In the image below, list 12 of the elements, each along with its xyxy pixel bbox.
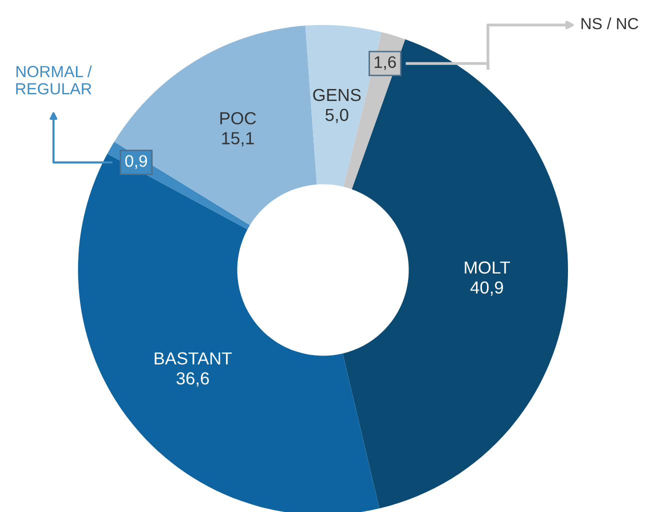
slice-label: POC — [220, 112, 256, 124]
slice-label: MOLT — [464, 261, 510, 274]
legend-label: NS / NC — [582, 18, 638, 30]
data-label: 0,9 — [125, 155, 147, 169]
data-label: 40,9 — [470, 281, 503, 296]
data-label: 15,1 — [222, 132, 254, 146]
data-label: 1,6 — [374, 56, 396, 70]
slice-label: GENS — [313, 88, 361, 102]
slice-label: NORMAL / REGULAR — [16, 66, 92, 94]
data-label: 36,6 — [176, 372, 209, 387]
data-label: 5,0 — [326, 108, 348, 124]
slice-label: BASTANT — [154, 352, 232, 365]
